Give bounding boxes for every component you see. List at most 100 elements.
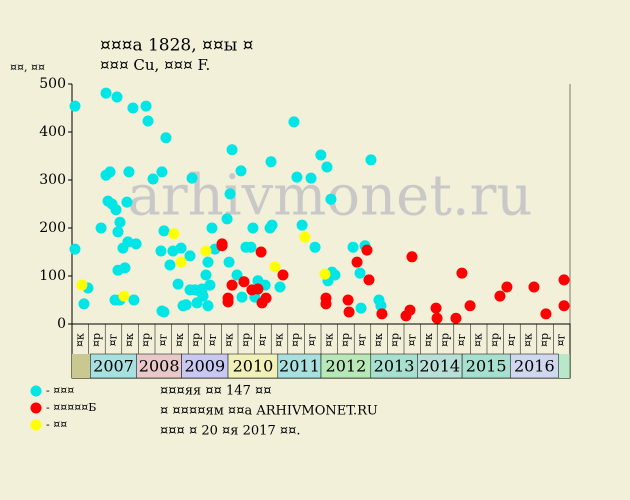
point bbox=[404, 304, 416, 316]
y-axis-label: ¤¤, ¤¤ bbox=[10, 61, 45, 74]
pre-year-cell bbox=[72, 354, 90, 378]
note: ¤ ¤¤¤¤ям ¤¤а ARHIVMONET.RU bbox=[160, 404, 378, 419]
point bbox=[147, 173, 159, 185]
x-tick-label: ¤р bbox=[488, 333, 501, 347]
x-tick-label: ¤г bbox=[405, 333, 418, 346]
year-cell bbox=[181, 353, 229, 379]
point bbox=[118, 290, 130, 302]
point bbox=[223, 256, 235, 268]
point bbox=[104, 166, 116, 178]
point bbox=[315, 149, 327, 161]
point bbox=[260, 292, 272, 304]
point bbox=[140, 100, 152, 112]
point bbox=[406, 251, 418, 263]
point bbox=[376, 308, 388, 320]
point bbox=[216, 240, 228, 252]
y-tick-label: 200 bbox=[39, 220, 66, 236]
x-tick-label: ¤р bbox=[389, 333, 402, 347]
point bbox=[204, 279, 216, 291]
point bbox=[321, 161, 333, 173]
point bbox=[142, 115, 154, 127]
point bbox=[186, 172, 198, 184]
point bbox=[296, 219, 308, 231]
point bbox=[221, 213, 233, 225]
y-tick-label: 400 bbox=[39, 124, 66, 140]
point bbox=[266, 219, 278, 231]
x-tick-label: ¤г bbox=[306, 333, 319, 346]
post-year-cell bbox=[558, 354, 570, 378]
point bbox=[325, 193, 337, 205]
y-tick-label: 100 bbox=[39, 268, 66, 284]
point bbox=[319, 268, 331, 280]
year-label: 2011 bbox=[279, 357, 320, 376]
x-tick-label: ¤г bbox=[256, 333, 269, 346]
year-label: 2009 bbox=[184, 357, 225, 376]
point bbox=[430, 302, 442, 314]
year-label: 2010 bbox=[233, 357, 274, 376]
point bbox=[309, 241, 321, 253]
x-tick-label: ¤р bbox=[190, 333, 203, 347]
point bbox=[464, 300, 476, 312]
x-tick-label: ¤р bbox=[538, 333, 551, 347]
x-tick-label: ¤к bbox=[173, 333, 186, 347]
point bbox=[180, 299, 192, 311]
point bbox=[351, 256, 363, 268]
point bbox=[69, 243, 81, 255]
x-tick-label: ¤к bbox=[522, 333, 535, 347]
point bbox=[95, 222, 107, 234]
point bbox=[200, 245, 212, 257]
year-label: 2016 bbox=[514, 357, 555, 376]
point bbox=[375, 300, 387, 312]
year-cell bbox=[136, 353, 182, 379]
point bbox=[69, 100, 81, 112]
year-cell bbox=[90, 353, 137, 379]
year-cell bbox=[227, 353, 279, 379]
point bbox=[202, 300, 214, 312]
point bbox=[236, 291, 248, 303]
year-cell bbox=[417, 353, 463, 379]
point bbox=[305, 172, 317, 184]
point bbox=[288, 116, 300, 128]
point bbox=[238, 276, 250, 288]
point bbox=[363, 274, 375, 286]
point bbox=[112, 226, 124, 238]
point bbox=[119, 262, 131, 274]
x-tick-label: ¤к bbox=[472, 333, 485, 347]
point bbox=[76, 279, 88, 291]
point bbox=[291, 171, 303, 183]
y-tick-label: 300 bbox=[39, 172, 66, 188]
point bbox=[168, 228, 180, 240]
x-tick-label: ¤к bbox=[273, 333, 286, 347]
legend-marker bbox=[30, 385, 42, 397]
point bbox=[299, 231, 311, 243]
x-tick-label: ¤р bbox=[439, 333, 452, 347]
year-cell bbox=[370, 353, 418, 379]
note: ¤¤¤яя ¤¤ 147 ¤¤ bbox=[160, 384, 272, 399]
point bbox=[226, 144, 238, 156]
point bbox=[202, 256, 214, 268]
point bbox=[184, 250, 196, 262]
year-label: 2013 bbox=[374, 357, 415, 376]
point bbox=[78, 298, 90, 310]
year-cell bbox=[509, 353, 559, 379]
legend-marker bbox=[30, 402, 42, 414]
y-tick-label: 500 bbox=[39, 76, 66, 92]
x-tick-label: ¤г bbox=[107, 333, 120, 346]
note: ¤¤¤ ¤ 20 ¤я 2017 ¤¤. bbox=[160, 424, 301, 439]
x-tick-label: ¤к bbox=[322, 333, 335, 347]
legend-label: - ¤¤¤¤¤Б bbox=[46, 401, 96, 414]
point bbox=[158, 306, 170, 318]
chart-subtitle: ¤¤¤ Cu, ¤¤¤ F. bbox=[100, 56, 210, 74]
point bbox=[450, 312, 462, 324]
point bbox=[200, 269, 212, 281]
point bbox=[235, 165, 247, 177]
x-tick-label: ¤г bbox=[555, 333, 568, 346]
x-tick-label: ¤г bbox=[206, 333, 219, 346]
x-tick-label: ¤р bbox=[90, 333, 103, 347]
point bbox=[277, 269, 289, 281]
x-tick-label: ¤г bbox=[505, 333, 518, 346]
x-tick-label: ¤г bbox=[455, 333, 468, 346]
point bbox=[123, 166, 135, 178]
point bbox=[342, 294, 354, 306]
